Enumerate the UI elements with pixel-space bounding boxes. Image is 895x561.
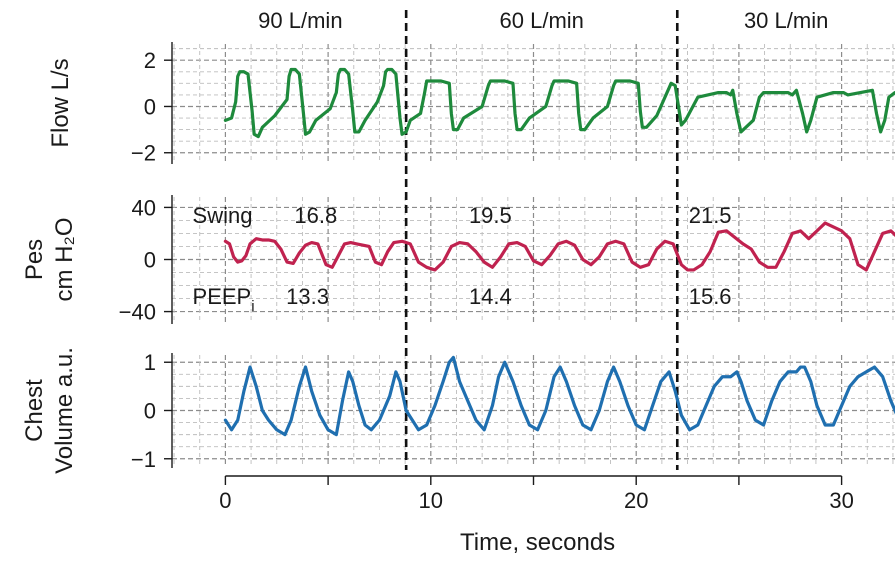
y-axis-title-volume: Chest — [21, 379, 48, 442]
annotation-pes-5: 13.3 — [286, 284, 329, 309]
annotation-pes-0: Swing — [193, 203, 253, 228]
annotation-subscript: i — [251, 298, 254, 315]
annotation-text: Swing — [193, 203, 253, 228]
annotation-pes-6: 14.4 — [469, 284, 512, 309]
annotation-pes-1: 16.8 — [294, 203, 337, 228]
series-line-pes — [223, 221, 895, 272]
y-tick-label-volume: 1 — [144, 350, 156, 375]
y-tick-label-pes: −40 — [119, 300, 156, 325]
y-axis-title-flow: Flow L/s — [47, 58, 74, 147]
series-layer — [223, 67, 895, 437]
labels-layer: 90 L/min 60 L/min 30 L/min −2 0 2 Flow L/s −40 0… — [21, 8, 854, 556]
series-line-flow — [223, 67, 895, 139]
y-tick-label-flow: −2 — [131, 141, 156, 166]
annotation-pes-2: 19.5 — [469, 203, 512, 228]
annotation-text: 19.5 — [469, 203, 512, 228]
annotation-text: 16.8 — [294, 203, 337, 228]
y-axis-title-pes: Pes — [21, 239, 48, 280]
y-tick-label-flow: 0 — [144, 94, 156, 119]
annotation-pes-3: 21.5 — [689, 203, 732, 228]
annotation-text: 15.6 — [689, 284, 732, 309]
segment-label-1: 60 L/min — [500, 8, 584, 33]
segment-label-0: 90 L/min — [258, 8, 342, 33]
x-axis-title: Time, seconds — [460, 529, 615, 556]
x-tick-label: 10 — [419, 488, 443, 513]
y-tick-label-volume: −1 — [131, 447, 156, 472]
x-tick-label: 20 — [624, 488, 648, 513]
y-axis-title-pes: cm H₂O — [51, 218, 78, 302]
axes-layer — [164, 42, 843, 485]
annotation-text: 14.4 — [469, 284, 512, 309]
y-tick-label-pes: 40 — [132, 195, 156, 220]
annotation-pes-4: PEEPi — [193, 284, 255, 315]
y-axis-title-volume: Volume a.u. — [51, 347, 78, 474]
y-tick-label-pes: 0 — [144, 248, 156, 273]
y-tick-label-volume: 0 — [144, 399, 156, 424]
series-line-volume — [223, 355, 895, 437]
x-tick-label: 0 — [219, 488, 231, 513]
grid-layer — [172, 44, 895, 466]
x-tick-label: 30 — [829, 488, 853, 513]
annotation-text: PEEP — [193, 284, 252, 309]
y-tick-label-flow: 2 — [144, 48, 156, 73]
annotation-text: 21.5 — [689, 203, 732, 228]
annotation-pes-7: 15.6 — [689, 284, 732, 309]
segment-label-2: 30 L/min — [744, 8, 828, 33]
annotation-text: 13.3 — [286, 284, 329, 309]
